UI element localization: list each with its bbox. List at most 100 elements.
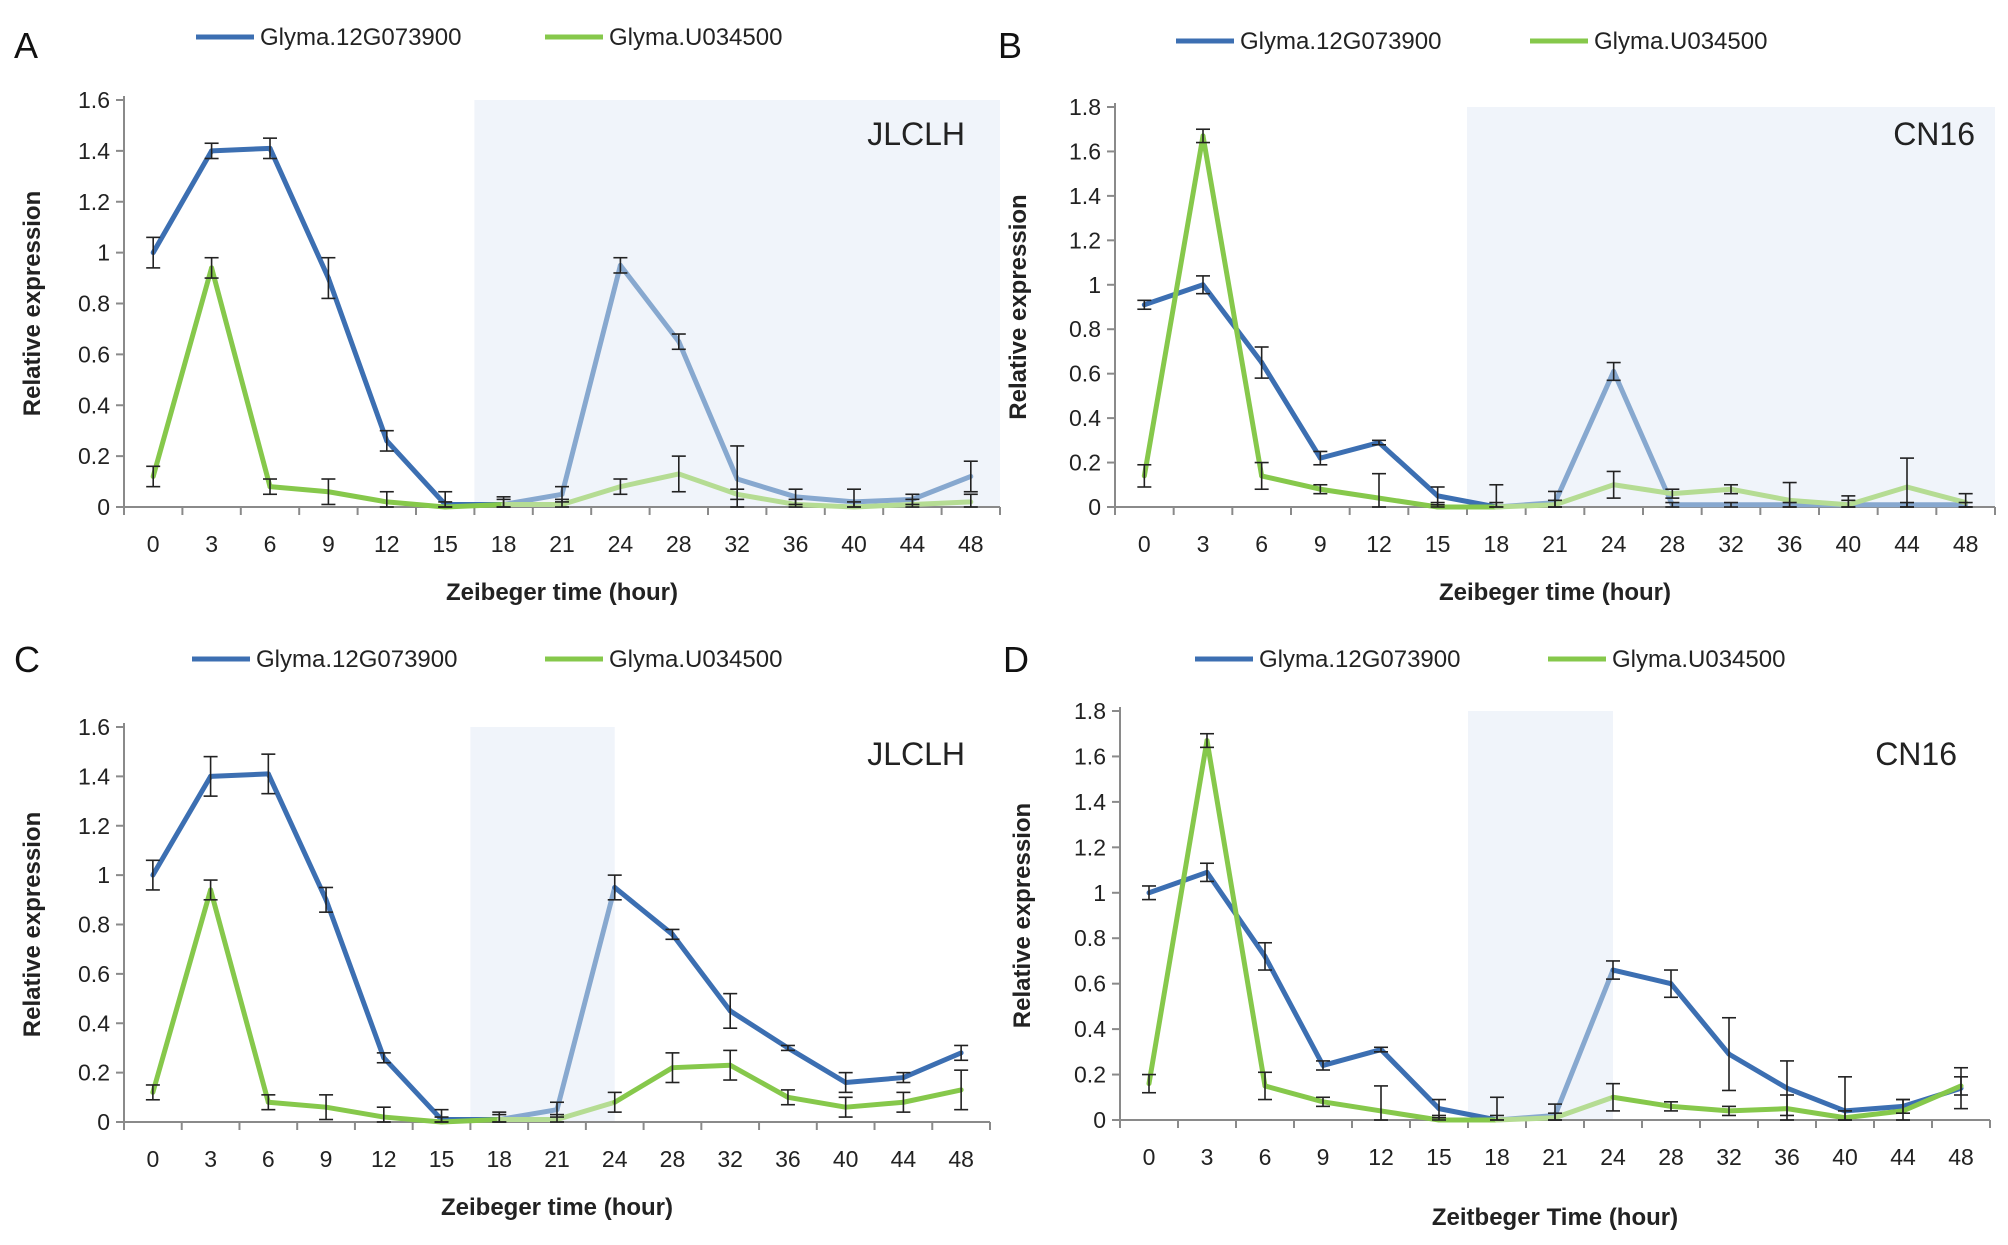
series-segment-blue [325,275,390,444]
series-segment-green [209,265,273,490]
x-tick-label: 48 [1948,1144,1974,1170]
series-segment-blue [1726,1051,1790,1091]
series-segment-blue [1200,282,1265,366]
x-tick-label: 44 [900,531,926,557]
y-axis-title: Relative expression [1009,803,1036,1028]
series-segment-green [1842,1108,1906,1121]
series-segment-green [793,501,857,510]
x-tick-label: 3 [1197,531,1210,557]
series-segment-blue [617,262,682,345]
y-tick-label: 1.4 [78,763,110,789]
y-tick-label: 1.6 [78,87,110,113]
series-segment-green [265,1099,329,1110]
series-segment-green [1376,495,1441,510]
x-tick-label: 15 [429,1146,455,1172]
x-tick-label: 9 [320,1146,333,1172]
series-segment-green [1726,1106,1790,1114]
series-segment-green [1904,484,1969,506]
x-tick-label: 36 [1777,531,1803,557]
x-axis-title: Zeibeger time (hour) [441,1194,673,1221]
x-tick-label: 24 [1600,1144,1626,1170]
series-segment-blue [554,884,618,1113]
x-tick-label: 0 [146,1146,159,1172]
series-segment-blue [209,145,273,154]
x-tick-label: 48 [1953,531,1979,557]
series-segment-blue [1376,440,1441,499]
series-segment-green [1317,486,1382,501]
x-tick-label: 32 [724,531,750,557]
x-tick-label: 9 [1317,1144,1330,1170]
y-axis-title: Relative expression [19,812,46,1037]
series-segment-green [1494,1115,1558,1123]
shaded-region [470,727,615,1122]
series-segment-blue [727,1008,791,1051]
x-tick-label: 18 [486,1146,512,1172]
series-segment-green [439,1117,502,1125]
y-tick-label: 1.4 [1069,183,1101,209]
shaded-region [474,100,1000,507]
series-segment-green [909,499,974,507]
x-tick-label: 28 [1660,531,1686,557]
series-segment-blue [150,148,215,256]
series-segment-blue [384,438,448,507]
x-tick-label: 18 [1484,531,1510,557]
series-segment-green [1787,497,1851,508]
x-axis-title: Zeitbeger Time (hour) [1432,1204,1678,1231]
y-tick-label: 1 [97,240,110,266]
x-tick-label: 6 [262,1146,275,1172]
x-tick-label: 0 [1138,531,1151,557]
series-segment-blue [1668,981,1732,1057]
y-tick-label: 1.4 [1074,789,1106,815]
y-tick-label: 1 [1093,880,1106,906]
x-tick-label: 36 [775,1146,801,1172]
series-segment-blue [1552,967,1616,1118]
y-tick-label: 0 [1093,1107,1106,1133]
x-tick-label: 6 [1255,531,1268,557]
series-segment-blue [785,1045,849,1085]
series-segment-green [267,484,331,495]
panel-letter: C [14,639,40,680]
x-tick-label: 48 [948,1146,974,1172]
series-segment-green [381,1114,445,1125]
series-segment-blue [1842,1103,1906,1114]
series-segment-green [727,1062,791,1100]
series-segment-green [1611,482,1675,497]
shaded-region [1468,711,1613,1120]
y-tick-label: 1.6 [78,714,110,740]
y-tick-label: 0.4 [1069,405,1101,431]
y-tick-label: 0.8 [78,291,110,317]
y-tick-label: 0 [97,494,110,520]
series-segment-green [1320,1099,1384,1114]
y-tick-label: 1.2 [1069,227,1101,253]
x-tick-label: 12 [1368,1144,1394,1170]
series-segment-green [1552,482,1617,508]
x-tick-label: 44 [891,1146,917,1172]
x-tick-label: 12 [371,1146,397,1172]
series-segment-green [1669,486,1734,497]
series-segment-blue [793,494,857,505]
y-axis-title: Relative expression [19,191,46,416]
x-tick-label: 15 [1426,1144,1452,1170]
x-tick-label: 12 [374,531,400,557]
legend-label-green: Glyma.U034500 [609,646,782,673]
y-tick-label: 1.8 [1069,94,1101,120]
series-segment-blue [1259,360,1323,461]
y-tick-label: 1.2 [1074,834,1106,860]
x-tick-label: 9 [322,531,335,557]
series-segment-blue [1611,368,1675,508]
series-segment-blue [559,262,623,497]
series-segment-blue [900,1050,964,1081]
y-tick-label: 0 [97,1109,110,1135]
series-segment-green [785,1094,849,1110]
panel-c: 00.20.40.60.811.21.41.60 3 6 9 12 15 18 21 24 28 3… [14,639,991,1221]
sample-label: CN16 [1875,736,1957,772]
legend-label-blue: Glyma.12G073900 [1240,28,1441,55]
x-tick-label: 40 [841,531,867,557]
y-tick-label: 0.4 [1074,1016,1106,1042]
x-tick-label: 24 [1601,531,1627,557]
series-segment-green [325,489,390,505]
panel-b: 00.20.40.60.811.21.41.61.80 3 6 9 12 15 18 21 24… [998,25,1996,606]
x-tick-label: 32 [1718,531,1744,557]
x-tick-label: 18 [1484,1144,1510,1170]
y-tick-label: 0.2 [78,443,110,469]
